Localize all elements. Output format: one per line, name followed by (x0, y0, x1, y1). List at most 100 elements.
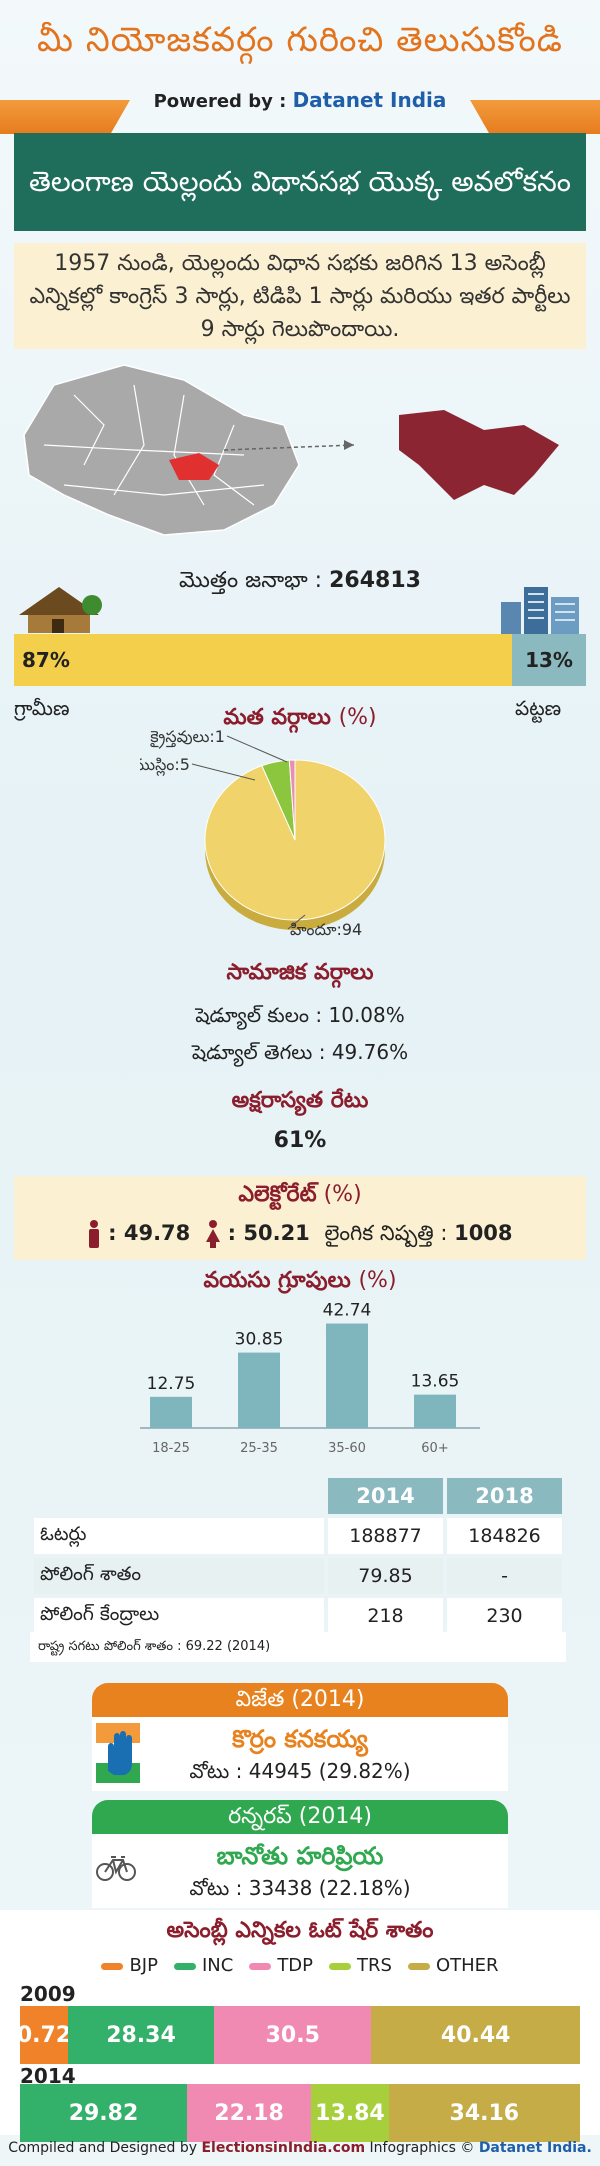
pie-slice (288, 759, 296, 841)
table-row: పోలింగ్ కేంద్రాలు 218 230 (34, 1598, 562, 1634)
age-bar (238, 1352, 280, 1428)
footer: Compiled and Designed by ElectionsinIndi… (0, 2140, 600, 2156)
electorate-title: ఎలెక్టోరేట్ (%) (14, 1182, 586, 1212)
age-title: వయసు గ్రూపులు (%) (0, 1268, 600, 1298)
footer-compiled: Compiled and Designed by (8, 2140, 198, 2156)
sc-label: షెడ్యూల్ కులం : (195, 1003, 323, 1027)
runnerup-votes: వోటు : 33438 (22.18%) (189, 1876, 411, 1900)
age-value-label: 42.74 (323, 1301, 372, 1321)
population-total: 264813 (329, 568, 421, 593)
runnerup-title: రన్నరప్ (228, 1804, 292, 1829)
age-value-label: 30.85 (235, 1330, 284, 1350)
age-value-label: 12.75 (147, 1374, 196, 1394)
legend-label: OTHER (435, 1955, 499, 1976)
header-2018: 2018 (447, 1478, 562, 1514)
st-label: షెడ్యూల్ తెగలు : (191, 1040, 326, 1064)
age-title-text: వయసు గ్రూపులు (203, 1268, 351, 1293)
population-line: మొత్తం జనాభా : 264813 (0, 568, 600, 598)
male-pct: : 49.78 (108, 1221, 191, 1245)
hut-icon (19, 587, 102, 633)
winner-header: విజేత (2014) (92, 1683, 508, 1717)
age-bar (326, 1323, 368, 1428)
vote-share-title: అసెంబ్లీ ఎన్నికల ఓట్ షేర్ శాతం (166, 1918, 434, 1943)
table-row: పోలింగ్ శాతం 79.85 - (34, 1558, 562, 1594)
bicycle-icon (96, 1856, 136, 1881)
year-2009-label: 2009 (20, 1982, 76, 2006)
page-title: మీ నియోజకవర్గం గురించి తెలుసుకోండి (37, 20, 563, 60)
legend-item: TRS (329, 1955, 392, 1976)
map-graphic (23, 364, 559, 536)
vote-share-legend: BJP INC TDP TRS OTHER (0, 1955, 600, 1976)
sc-value: 10.08% (328, 1003, 405, 1027)
constituency-banner: తెలంగాణ యెల్లందు విధానసభ యొక్క అవలోకనం (14, 133, 586, 231)
hand-icon (96, 1723, 140, 1783)
age-category-label: 18-25 (152, 1441, 190, 1456)
legend-swatch (249, 1962, 272, 1970)
vote-share-segment: 13.84 (311, 2084, 389, 2142)
state-avg-note: రాష్ట్ర సగటు పోలింగ్ శాతం : 69.22 (2014) (30, 1632, 566, 1662)
legend-label: TRS (357, 1955, 392, 1976)
sex-ratio-value: 1008 (454, 1221, 513, 1245)
vote-share-segment: 0.72 (20, 2006, 68, 2064)
st-value: 49.76% (331, 1040, 409, 1064)
legend-item: OTHER (407, 1955, 499, 1976)
footer-brand: Datanet India. (478, 2140, 592, 2156)
election-table: 2014 2018 ఓటర్లు 188877 184826 పోలింగ్ శ… (30, 1474, 566, 1638)
telangana-map (23, 364, 300, 536)
winner-year: (2014) (291, 1687, 365, 1712)
pie-leader-line (287, 914, 306, 930)
cell-2014: 188877 (328, 1518, 443, 1554)
age-category-label: 35-60 (328, 1441, 366, 1456)
row-label: పోలింగ్ కేంద్రాలు (34, 1598, 324, 1634)
vote-share-segment: 28.34 (67, 2006, 215, 2064)
pie-label: హిందూ:94 (290, 920, 362, 939)
header-2014: 2014 (328, 1478, 443, 1514)
st-row: షెడ్యూల్ తెగలు : 49.76% (0, 1040, 600, 1069)
sc-row: షెడ్యూల్ కులం : 10.08% (0, 1003, 600, 1032)
electorate-panel: ఎలెక్టోరేట్ (%) : 49.78 : 50.21 లైంగిక న… (14, 1176, 586, 1260)
row-label: పోలింగ్ శాతం (34, 1558, 324, 1594)
urban-label: పట్టణ (515, 696, 562, 720)
electorate-values: : 49.78 : 50.21 లైంగిక నిష్పత్తి : 1008 (14, 1220, 586, 1251)
literacy-value: 61% (273, 1128, 327, 1153)
age-bar (414, 1394, 456, 1428)
pie-leader-line (226, 735, 288, 763)
pie-label: ముస్లిం:5 (140, 755, 190, 776)
social-title: సామాజిక వర్గాలు (226, 960, 374, 985)
electorate-unit: (%) (323, 1182, 362, 1207)
winner-title: విజేత (235, 1687, 285, 1712)
runnerup-year: (2014) (298, 1804, 372, 1829)
yellandu-map (399, 410, 559, 500)
female-pct: : 50.21 (227, 1221, 310, 1245)
winner-votes: వోటు : 44945 (29.82%) (189, 1759, 411, 1783)
arrow-icon (344, 440, 354, 450)
population-label: మొత్తం జనాభా : (179, 568, 323, 593)
legend-swatch (101, 1962, 124, 1970)
rural-bar: 87% (14, 634, 512, 686)
rural-pct: 87% (22, 648, 70, 672)
electorate-title-text: ఎలెక్టోరేట్ (238, 1182, 317, 1207)
age-unit: (%) (358, 1268, 397, 1293)
legend-item: BJP (101, 1955, 158, 1976)
history-summary: 1957 నుండి, యెల్లందు విధాన సభకు జరిగిన 1… (14, 243, 586, 349)
winner-name: కొర్రం కనకయ్య (232, 1725, 368, 1753)
cell-2018: 230 (447, 1598, 562, 1634)
pie-leader-line (191, 763, 256, 781)
legend-swatch (407, 1962, 430, 1970)
right-ribbon (470, 100, 600, 134)
pie-label: క్రైస్తవులు:1 (150, 730, 225, 749)
legend-label: TDP (277, 1955, 314, 1976)
table-header-row: 2014 2018 (34, 1478, 562, 1514)
religion-title: మత వర్గాలు (%) (0, 705, 600, 735)
vote-share-segment: 30.5 (214, 2006, 372, 2064)
city-icon (501, 587, 579, 634)
religion-pie-chart: హిందూ:94 ముస్లిం:5 క్రైస్తవులు:1 (140, 730, 386, 939)
age-category-label: 25-35 (240, 1441, 278, 1456)
table-row: ఓటర్లు 188877 184826 (34, 1518, 562, 1554)
powered-by: Powered by : Datanet India (0, 88, 600, 112)
literacy-title: అక్షరాస్యత రేటు (231, 1088, 369, 1113)
vote-share-segment: 40.44 (371, 2006, 580, 2064)
vote-share-bar-2009: 0.72 28.34 30.5 40.44 (20, 2006, 580, 2064)
cell-2014: 79.85 (328, 1558, 443, 1594)
footer-site: ElectionsinIndia.com (201, 2140, 366, 2156)
